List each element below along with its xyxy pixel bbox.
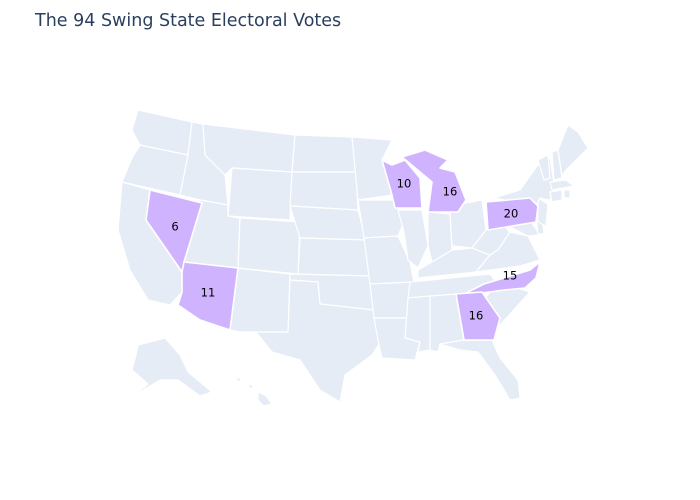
state-oregon[interactable] (121, 144, 189, 196)
votes-label-nevada: 6 (171, 220, 178, 234)
votes-label-pennsylvania: 20 (504, 207, 519, 221)
state-illinois[interactable] (397, 209, 429, 269)
state-kansas[interactable] (297, 237, 371, 277)
state-kentucky[interactable] (417, 247, 491, 279)
swing-states: 6 11 10 16 20 15 16 (145, 149, 541, 341)
state-connecticut[interactable] (549, 189, 563, 203)
state-wyoming[interactable] (227, 167, 293, 221)
state-texas[interactable] (255, 279, 383, 403)
votes-label-georgia: 16 (469, 309, 484, 323)
votes-label-michigan: 16 (443, 185, 458, 199)
votes-label-wisconsin: 10 (397, 177, 412, 191)
state-georgia[interactable] (455, 291, 501, 341)
state-rhode-island[interactable] (563, 189, 571, 199)
state-missouri[interactable] (363, 235, 415, 285)
state-michigan[interactable] (401, 149, 467, 213)
state-new-hampshire[interactable] (551, 149, 563, 181)
votes-label-arizona: 11 (201, 286, 216, 300)
state-new-jersey[interactable] (537, 197, 549, 227)
state-arizona[interactable] (177, 261, 239, 331)
map-title: The 94 Swing State Electoral Votes (35, 11, 342, 31)
state-nebraska[interactable] (289, 205, 367, 241)
state-hawaii[interactable] (235, 375, 273, 407)
state-massachusetts[interactable] (549, 179, 575, 191)
votes-label-north-carolina: 15 (503, 269, 518, 283)
state-south-dakota[interactable] (289, 171, 359, 211)
state-north-carolina[interactable] (461, 261, 541, 296)
state-colorado[interactable] (237, 217, 301, 275)
state-virginia[interactable] (475, 231, 541, 273)
state-iowa[interactable] (357, 199, 405, 239)
us-base-states (117, 109, 589, 407)
state-maine[interactable] (557, 124, 589, 177)
state-wisconsin[interactable] (381, 159, 423, 209)
state-new-mexico[interactable] (229, 267, 291, 333)
state-montana[interactable] (202, 123, 296, 176)
state-alaska[interactable] (127, 337, 213, 401)
state-vermont[interactable] (537, 154, 551, 181)
state-north-dakota[interactable] (291, 134, 357, 173)
state-pennsylvania[interactable] (485, 197, 539, 231)
state-florida[interactable] (439, 339, 521, 401)
